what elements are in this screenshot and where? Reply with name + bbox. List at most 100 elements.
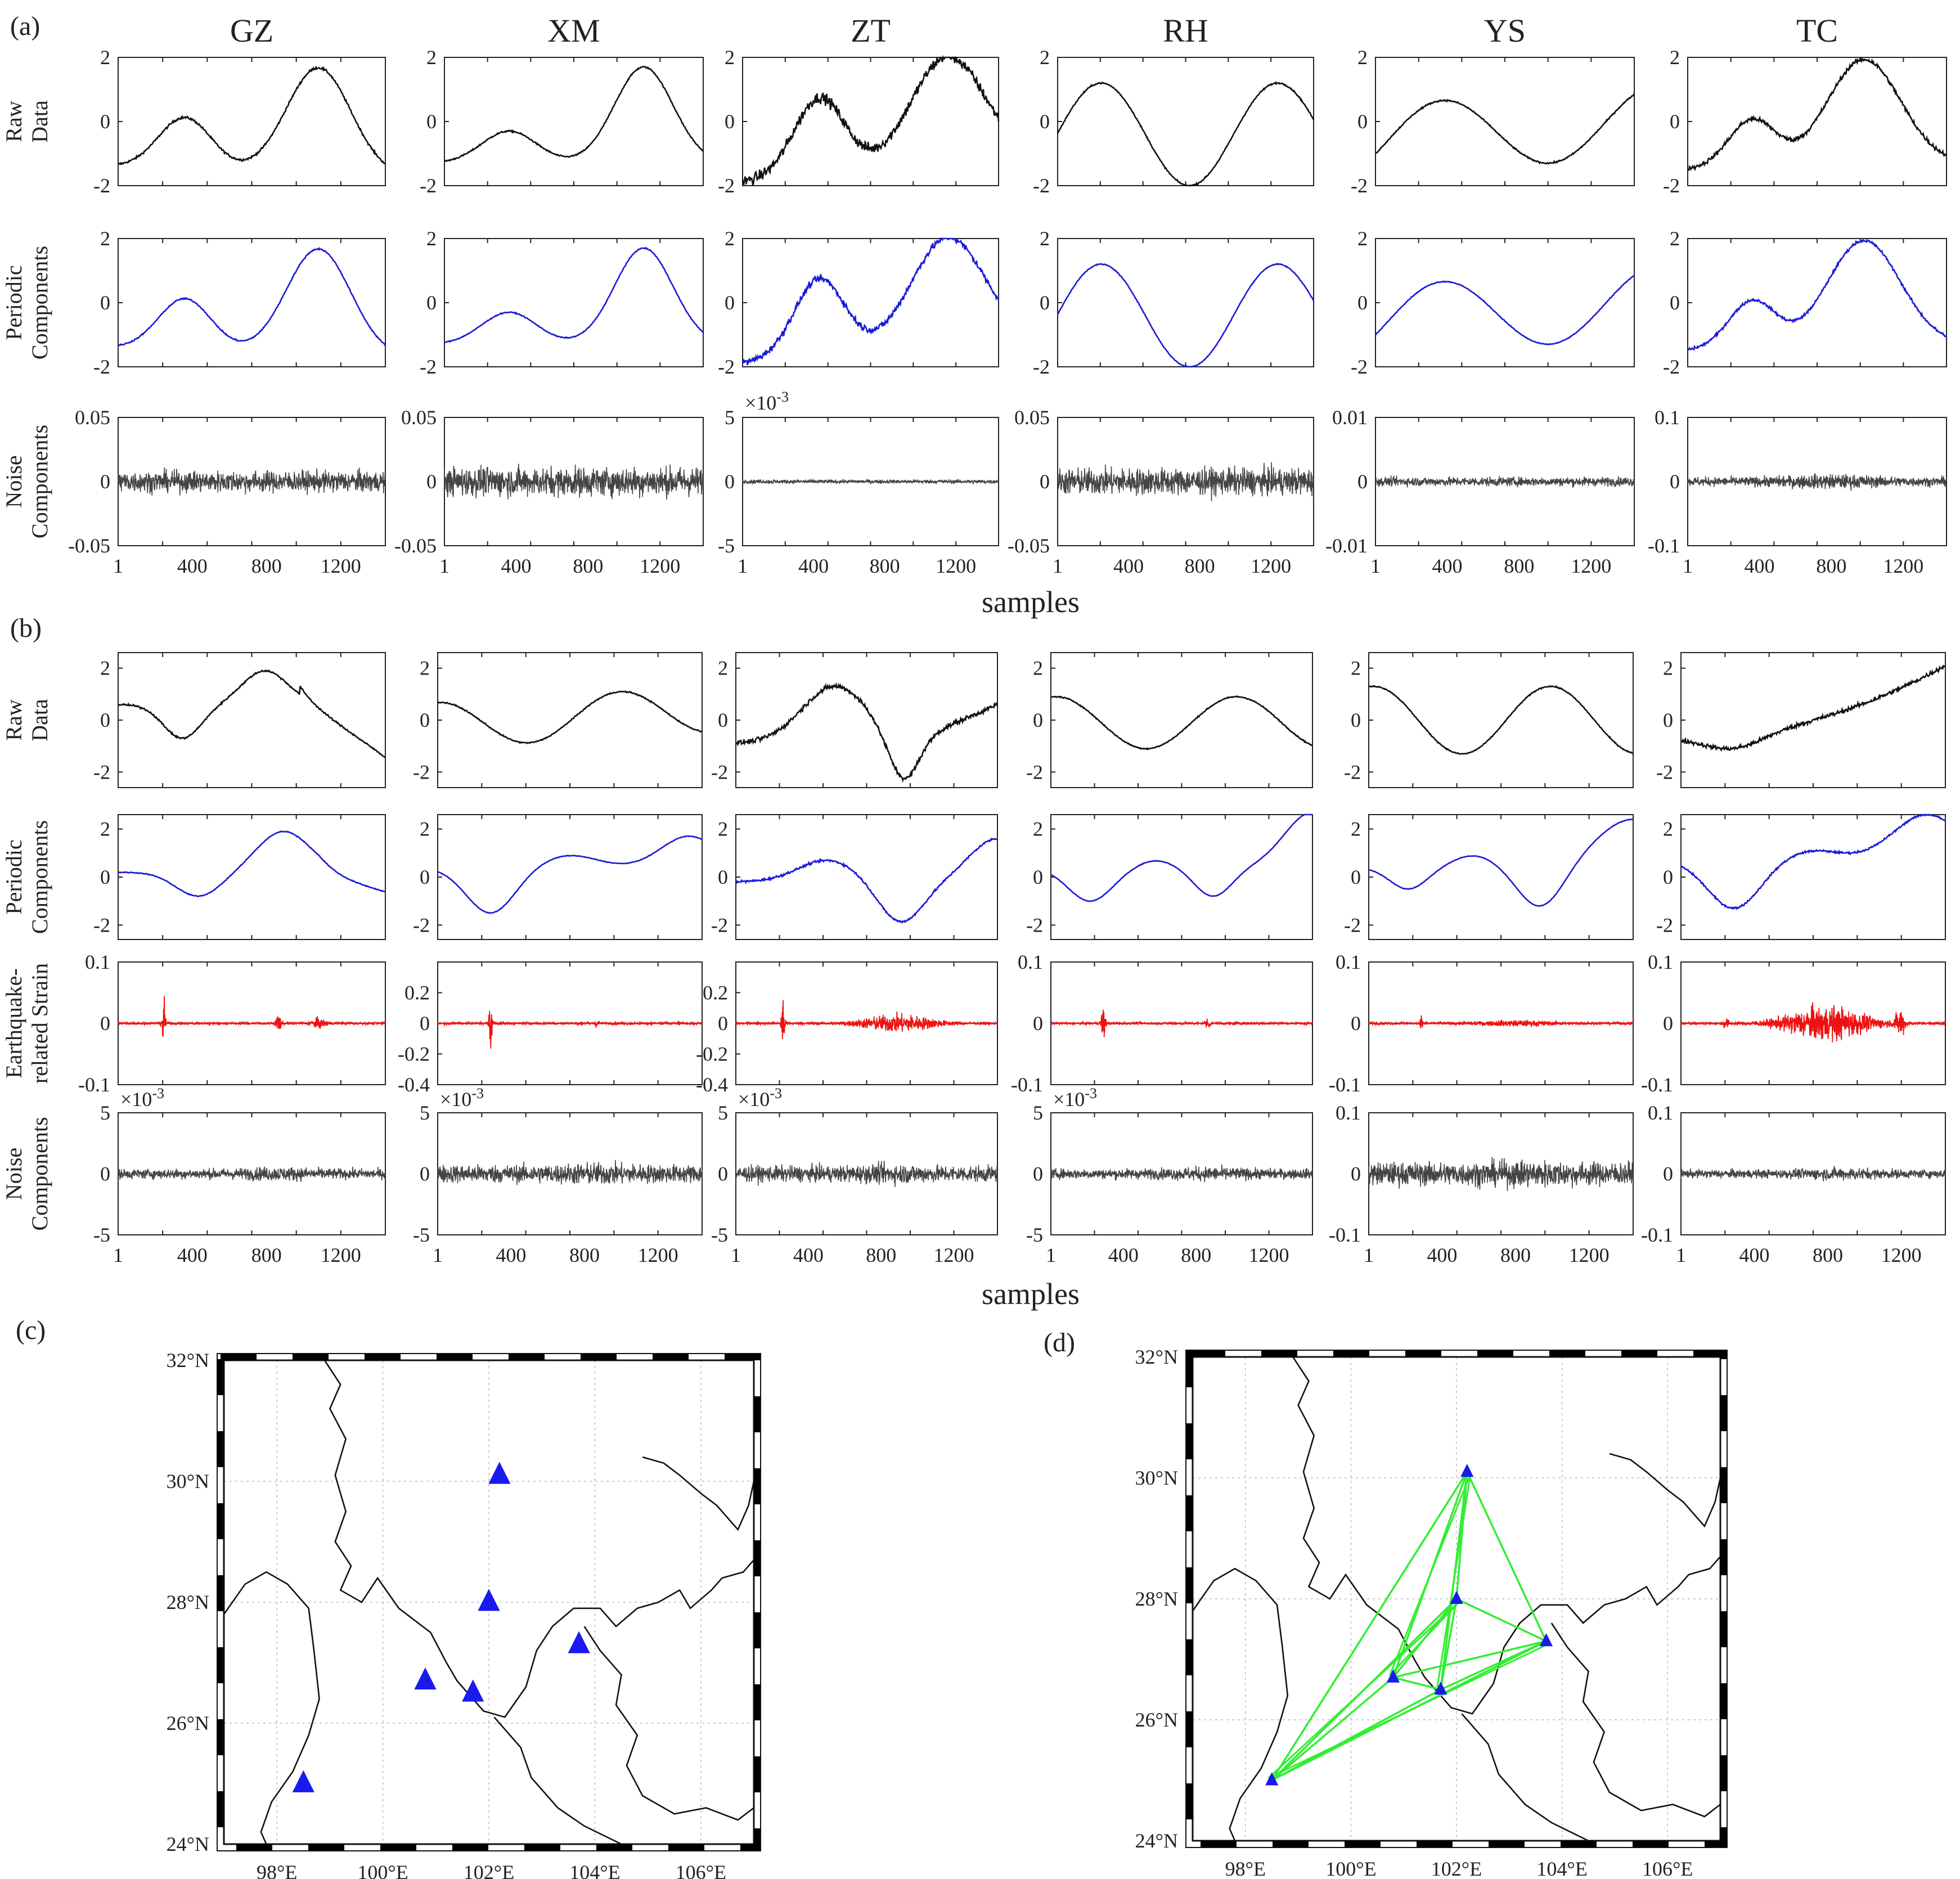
panel-b-raw-tc-ytick-label: -2: [1656, 761, 1673, 783]
panel-d-lat-tick: 26°N: [1135, 1709, 1178, 1731]
panel-b-periodic-tc-ytick-label: 2: [1663, 818, 1673, 840]
panel-b-quake-gz-ytick-label: 0: [100, 1012, 110, 1035]
panel-b-quake-tc-ytick-label: 0: [1663, 1012, 1673, 1035]
panel-b-noise-ys-xtick-label: 400: [1427, 1244, 1457, 1266]
panel-a-periodic-zt-ytick-label: 2: [725, 227, 735, 250]
panel-b-periodic-xm-series: [437, 835, 703, 914]
panel-a-noise-ys-series: [1375, 475, 1635, 488]
panel-a-noise-tc-xtick-label: 400: [1745, 555, 1775, 577]
panel-a-periodic-rh-axes: 2 0 -2: [1033, 227, 1315, 378]
panel-b-noise-rh-ytick-label: 5: [1033, 1102, 1043, 1124]
panel-d-link-extra: [1389, 1600, 1461, 1676]
panel-a-raw-xm-axes: 2 0 -2: [420, 46, 704, 197]
panel-b-quake-xm-axes: 0.2 0 -0.2 -0.4: [398, 961, 703, 1096]
panel-b-label: (b): [10, 613, 42, 643]
panel-a-raw-rh-frame: [1057, 57, 1314, 186]
panel-d-link: [1393, 1676, 1441, 1691]
panel-b-row-label-noise: NoiseComponents: [1, 1117, 52, 1230]
panel-b-noise-xm-exponent: ×10-3: [440, 1085, 484, 1111]
panel-b-periodic-ys-axes: 2 0 -2: [1344, 814, 1634, 940]
panel-b-row-label-noise-line: Noise: [1, 1148, 26, 1200]
panel-b-noise-rh-exponent: ×10-3: [1053, 1085, 1097, 1111]
panel-a-raw-ys-series: [1375, 93, 1635, 165]
panel-b-row-label-periodic: PeriodicComponents: [1, 820, 52, 934]
panel-a-noise-ys-xtick-label: 1200: [1571, 555, 1611, 577]
panel-b-periodic-tc-frame: [1680, 814, 1946, 940]
panel-b-noise-ys-xtick-label: 1200: [1569, 1244, 1610, 1266]
panel-b-raw-tc-ytick-label: 0: [1663, 709, 1673, 731]
panel-c-border: [493, 1716, 622, 1845]
panel-d-border: [1461, 1713, 1589, 1842]
panel-b-periodic-zt-series: [735, 837, 998, 924]
panel-a-raw-zt-ytick-label: -2: [718, 174, 735, 197]
panel-a-raw-tc-axes: 2 0 -2: [1663, 46, 1948, 197]
panel-b-raw-ys-ytick-label: 2: [1351, 657, 1361, 680]
panel-a-noise-zt-exponent-sup: -3: [776, 389, 789, 405]
panel-a-row-label-noise: NoiseComponents: [1, 425, 52, 538]
panel-a-noise-tc-axes: 0.1 0 -0.11 400 800 1200: [1648, 406, 1947, 577]
panel-a-raw-xm-frame: [444, 57, 704, 186]
panel-d-lon-tick: 106°E: [1642, 1858, 1693, 1879]
panel-b-periodic-xm-ytick-label: 0: [420, 866, 430, 888]
panel-b-noise-gz-exponent-base: ×10: [120, 1088, 152, 1111]
panel-a-noise-xm-series: [444, 464, 704, 500]
panel-a-noise-rh-xtick-label: 400: [1113, 555, 1144, 577]
panel-b-noise-rh-xtick-label: 1: [1046, 1244, 1056, 1266]
panel-b-periodic-rh-ytick-label: 2: [1033, 818, 1043, 840]
panel-a-raw-xm-series: [444, 65, 704, 162]
panel-b-noise-ys-axes: 0.1 0 -0.11 400 800 1200: [1329, 1102, 1634, 1266]
panel-a-row-label-periodic-line: Periodic: [1, 265, 26, 340]
panel-a-periodic-gz-ytick-label: -2: [93, 356, 110, 378]
panel-d-station-marker: [1434, 1682, 1447, 1695]
panel-a-raw-xm-ytick-label: 0: [426, 110, 437, 133]
panel-b-periodic-rh-ytick-label: 0: [1033, 866, 1043, 888]
panel-d-lon-tick: 98°E: [1225, 1858, 1266, 1879]
panel-a-raw-gz-frame: [118, 57, 386, 186]
panel-b-raw-gz-ytick-label: 2: [100, 657, 110, 680]
panel-b-noise-rh-xtick-label: 400: [1108, 1244, 1139, 1266]
panel-a-noise-gz-xtick-label: 1200: [321, 555, 361, 577]
panel-b-periodic-xm-frame: [437, 814, 703, 940]
panel-a-raw-rh-ytick-label: 2: [1040, 46, 1050, 69]
panel-b-periodic-xm-ytick-label: 2: [420, 818, 430, 840]
panel-b-quake-rh-axes: 0.1 0 -0.1: [1011, 951, 1313, 1096]
panel-a-raw-zt-frame: [742, 57, 999, 186]
panel-a-raw-rh-ytick-label: 0: [1040, 110, 1050, 133]
panel-b-quake-zt-series: [735, 1000, 998, 1040]
panel-a-periodic-zt-frame: [742, 238, 999, 367]
panel-c-station-marker: [462, 1679, 484, 1702]
panel-b-raw-tc-ytick-label: 2: [1663, 657, 1673, 680]
panel-a-row-label-noise-line: Noise: [1, 455, 26, 507]
panel-a-noise-xm-xtick-label: 1: [439, 555, 449, 577]
panel-a-noise-zt-exponent: ×10-3: [745, 389, 789, 414]
panel-b-xlabel: samples: [982, 1277, 1080, 1311]
panel-a-raw-tc-frame: [1687, 57, 1947, 186]
panel-a-periodic-ys-ytick-label: 2: [1357, 227, 1368, 250]
panel-b-noise-rh-axes: 5 0 -5 ×10-3 1 400 800 1200: [1026, 1085, 1313, 1266]
panel-b-periodic-gz-ytick-label: 0: [100, 866, 110, 888]
panel-d-link: [1271, 1471, 1468, 1781]
panel-b-raw-xm-ytick-label: 2: [420, 657, 430, 680]
panel-a-raw-xm-ytick-label: 2: [426, 46, 437, 69]
panel-a-noise-rh-series: [1057, 462, 1314, 501]
panel-d-map: (d) 98°E 100°E 102°E 104°E 106°E 32°N 30°N 28°N 2…: [1044, 1328, 1728, 1879]
panel-b-quake-rh-series: [1050, 1009, 1313, 1037]
panel-d-lon-tick: 100°E: [1325, 1858, 1376, 1879]
panel-b-noise-gz-exponent: ×10-3: [120, 1085, 164, 1111]
panel-a-noise-zt-xtick-label: 1: [738, 555, 748, 577]
panel-a-raw-tc-ytick-label: -2: [1663, 174, 1680, 197]
panel-b-noise-gz-ytick-label: 5: [100, 1102, 110, 1124]
panel-b-periodic-tc-ytick-label: 0: [1663, 866, 1673, 888]
panel-b-periodic-gz-series: [118, 830, 386, 897]
panel-a-raw-tc-ytick-label: 2: [1670, 46, 1680, 69]
panel-c-lat-tick: 32°N: [167, 1349, 209, 1372]
panel-b-noise-zt-ytick-label: 0: [718, 1163, 728, 1185]
panel-a-periodic-xm-axes: 2 0 -2: [420, 227, 704, 378]
panel-c-lat-tick: 26°N: [167, 1712, 209, 1734]
panel-b-raw-ys-series: [1368, 685, 1634, 755]
panel-b-noise-zt-exponent: ×10-3: [738, 1085, 782, 1111]
panel-b-raw-gz-ytick-label: -2: [93, 761, 110, 783]
panel-a-row-label-raw-line: Raw: [1, 101, 26, 142]
panel-b-periodic-tc-axes: 2 0 -2: [1656, 813, 1946, 940]
